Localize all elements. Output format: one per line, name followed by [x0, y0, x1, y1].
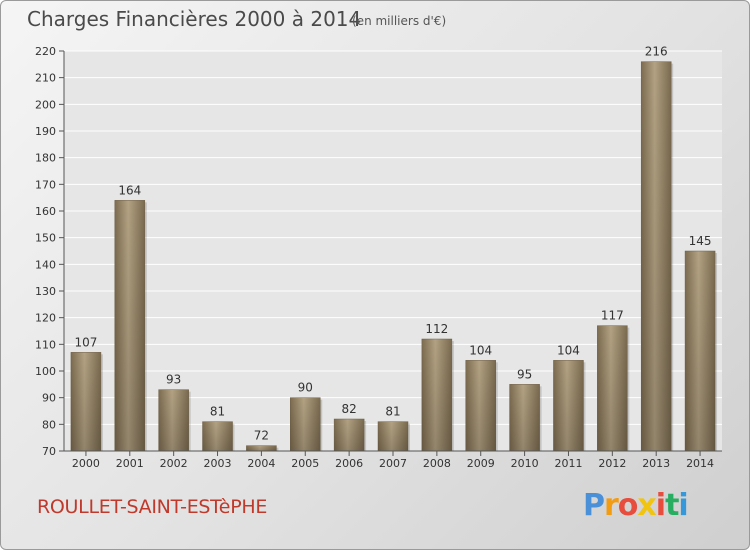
place-name: ROULLET-SAINT-ESTèPHE [37, 496, 268, 518]
logo-letter: x [637, 488, 656, 523]
bar-shade [509, 384, 540, 451]
x-tick-label: 2008 [423, 457, 451, 470]
data-label: 81 [210, 405, 225, 419]
bar-shade [158, 389, 189, 451]
y-tick-label: 150 [35, 232, 56, 245]
x-tick-label: 2011 [554, 457, 582, 470]
data-label: 72 [254, 429, 269, 443]
x-tick-label: 2013 [642, 457, 670, 470]
data-label: 216 [645, 45, 668, 59]
x-tick-label: 2000 [72, 457, 100, 470]
bar-shade [290, 397, 321, 451]
bar-shade [246, 445, 277, 451]
data-label: 90 [298, 381, 313, 395]
logo-letter: i [655, 488, 666, 523]
bar-shade [465, 360, 496, 451]
bar-shade [202, 421, 233, 451]
logo-letter: o [617, 488, 639, 523]
bar-shade [114, 200, 145, 451]
logo-letter: t [665, 488, 679, 523]
x-tick-label: 2007 [379, 457, 407, 470]
x-tick-label: 2004 [247, 457, 275, 470]
y-tick-label: 90 [42, 392, 56, 405]
bar-shade [378, 421, 408, 451]
bar-shade [641, 61, 672, 452]
chart-subtitle: (en milliers d'€) [352, 14, 447, 28]
data-label: 145 [689, 234, 712, 248]
chart-title: Charges Financières 2000 à 2014 [27, 7, 362, 31]
bar-shade [421, 339, 452, 451]
x-tick-label: 2009 [467, 457, 495, 470]
x-tick-label: 2001 [116, 457, 144, 470]
logo-letter: i [678, 488, 688, 523]
bar-shade [597, 325, 628, 451]
proxiti-logo: Proxiti [583, 488, 689, 523]
y-tick-label: 130 [35, 285, 56, 298]
bar-shade [334, 419, 365, 451]
logo-letter: P [583, 488, 605, 523]
data-label: 82 [341, 402, 356, 416]
y-tick-label: 210 [35, 72, 56, 85]
x-tick-label: 2005 [291, 457, 319, 470]
data-label: 95 [517, 367, 532, 381]
x-tick-label: 2002 [160, 457, 188, 470]
data-label: 93 [166, 373, 181, 387]
y-tick-label: 80 [42, 418, 56, 431]
y-tick-label: 160 [35, 205, 56, 218]
y-tick-label: 190 [35, 125, 56, 138]
logo-letter: r [604, 488, 619, 523]
y-tick-label: 220 [35, 45, 56, 58]
data-label: 117 [601, 309, 624, 323]
y-tick-label: 100 [35, 365, 56, 378]
x-tick-label: 2003 [204, 457, 232, 470]
data-label: 107 [74, 335, 97, 349]
y-tick-label: 170 [35, 178, 56, 191]
bar-shade [553, 360, 584, 451]
y-tick-label: 120 [35, 312, 56, 325]
x-tick-label: 2010 [511, 457, 539, 470]
y-tick-label: 140 [35, 258, 56, 271]
bar-shade [685, 251, 716, 451]
data-label: 104 [557, 343, 580, 357]
data-label: 81 [385, 405, 400, 419]
y-tick-label: 200 [35, 98, 56, 111]
bar-shade [70, 352, 101, 451]
y-tick-label: 110 [35, 338, 56, 351]
x-tick-label: 2014 [686, 457, 714, 470]
data-label: 104 [469, 343, 492, 357]
y-tick-label: 70 [42, 445, 56, 458]
x-tick-label: 2006 [335, 457, 363, 470]
y-tick-label: 180 [35, 152, 56, 165]
x-tick-label: 2012 [598, 457, 626, 470]
data-label: 112 [425, 322, 448, 336]
data-label: 164 [118, 183, 141, 197]
